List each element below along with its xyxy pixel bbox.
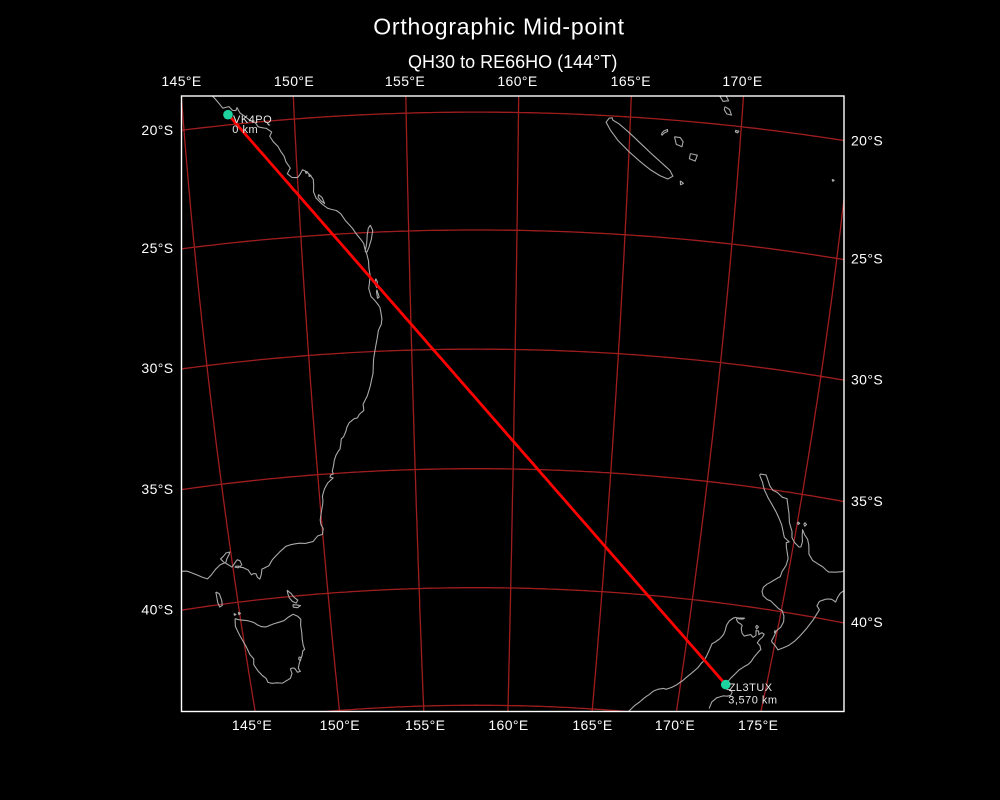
svg-text:0 km: 0 km: [232, 124, 258, 136]
svg-text:40°S: 40°S: [851, 614, 883, 630]
svg-text:20°S: 20°S: [851, 132, 883, 148]
svg-text:165°E: 165°E: [611, 73, 651, 89]
svg-text:150°E: 150°E: [320, 717, 360, 733]
svg-text:35°S: 35°S: [851, 493, 883, 509]
svg-text:155°E: 155°E: [385, 73, 425, 89]
svg-text:40°S: 40°S: [141, 602, 173, 618]
svg-text:145°E: 145°E: [232, 717, 272, 733]
svg-text:150°E: 150°E: [274, 73, 314, 89]
svg-text:25°S: 25°S: [851, 251, 883, 267]
svg-text:25°S: 25°S: [141, 240, 173, 256]
svg-text:30°S: 30°S: [141, 360, 173, 376]
svg-text:155°E: 155°E: [405, 717, 445, 733]
svg-text:Orthographic Mid-point: Orthographic Mid-point: [373, 14, 625, 40]
svg-text:35°S: 35°S: [141, 481, 173, 497]
svg-text:170°E: 170°E: [655, 717, 695, 733]
svg-text:145°E: 145°E: [161, 73, 201, 89]
svg-text:30°S: 30°S: [851, 372, 883, 388]
svg-text:160°E: 160°E: [488, 717, 528, 733]
svg-text:3,570 km: 3,570 km: [728, 694, 777, 706]
svg-text:160°E: 160°E: [497, 73, 537, 89]
svg-text:VK4PQ: VK4PQ: [233, 114, 272, 126]
svg-text:165°E: 165°E: [572, 717, 612, 733]
svg-text:20°S: 20°S: [141, 122, 173, 138]
svg-text:ZL3TUX: ZL3TUX: [729, 682, 773, 694]
svg-text:175°E: 175°E: [738, 717, 778, 733]
svg-text:170°E: 170°E: [722, 73, 762, 89]
svg-text:QH30 to RE66HO (144°T): QH30 to RE66HO (144°T): [408, 52, 617, 72]
